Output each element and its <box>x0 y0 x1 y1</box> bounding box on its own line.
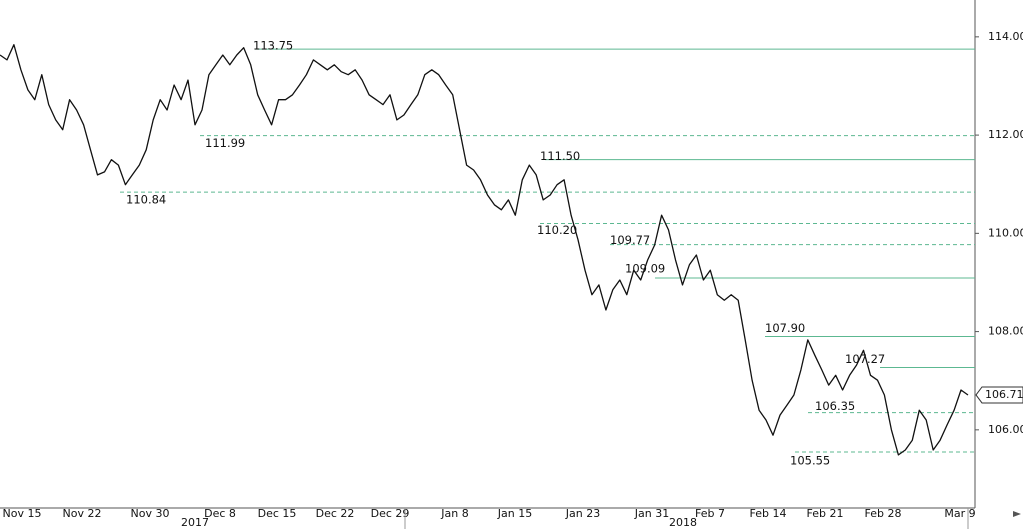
y-tick-label: 112.00 <box>988 128 1023 141</box>
x-tick-label: Feb 21 <box>807 507 844 520</box>
level-label: 113.75 <box>253 39 293 53</box>
year-label: 2017 <box>181 516 209 529</box>
x-tick-label: Dec 8 <box>204 507 236 520</box>
price-line <box>0 44 969 456</box>
level-label: 111.99 <box>205 136 245 150</box>
y-tick-label: 114.00 <box>988 30 1023 43</box>
x-tick-label: Feb 7 <box>695 507 725 520</box>
x-tick-label: Jan 23 <box>565 507 600 520</box>
x-tick-label: Nov 22 <box>63 507 102 520</box>
level-label: 106.35 <box>815 399 855 413</box>
x-tick-label: Jan 15 <box>497 507 532 520</box>
x-tick-label: Mar 9 <box>944 507 975 520</box>
x-tick-label: Feb 14 <box>750 507 787 520</box>
x-tick-label: Feb 28 <box>865 507 902 520</box>
x-tick-label: Nov 15 <box>3 507 42 520</box>
x-tick-label: Jan 8 <box>440 507 468 520</box>
x-tick-label: Dec 22 <box>316 507 355 520</box>
x-tick-label: Dec 29 <box>371 507 410 520</box>
last-value-box <box>975 386 1023 404</box>
year-label: 2018 <box>669 516 697 529</box>
y-tick-label: 106.00 <box>988 423 1023 436</box>
x-tick-label: Dec 15 <box>258 507 297 520</box>
x-tick-label: Nov 30 <box>131 507 170 520</box>
y-tick-label: 110.00 <box>988 226 1023 239</box>
level-label: 109.77 <box>610 233 650 247</box>
level-label: 105.55 <box>790 453 830 467</box>
y-tick-label: 108.00 <box>988 325 1023 338</box>
x-tick-label: Jan 31 <box>634 507 669 520</box>
level-label: 111.50 <box>540 149 580 163</box>
level-label: 107.27 <box>845 352 885 366</box>
axis-arrow <box>1013 511 1021 517</box>
level-label: 107.90 <box>765 321 805 335</box>
level-label: 110.20 <box>537 223 577 237</box>
level-label: 110.84 <box>126 193 166 207</box>
last-value-label: 106.71 <box>985 388 1023 401</box>
